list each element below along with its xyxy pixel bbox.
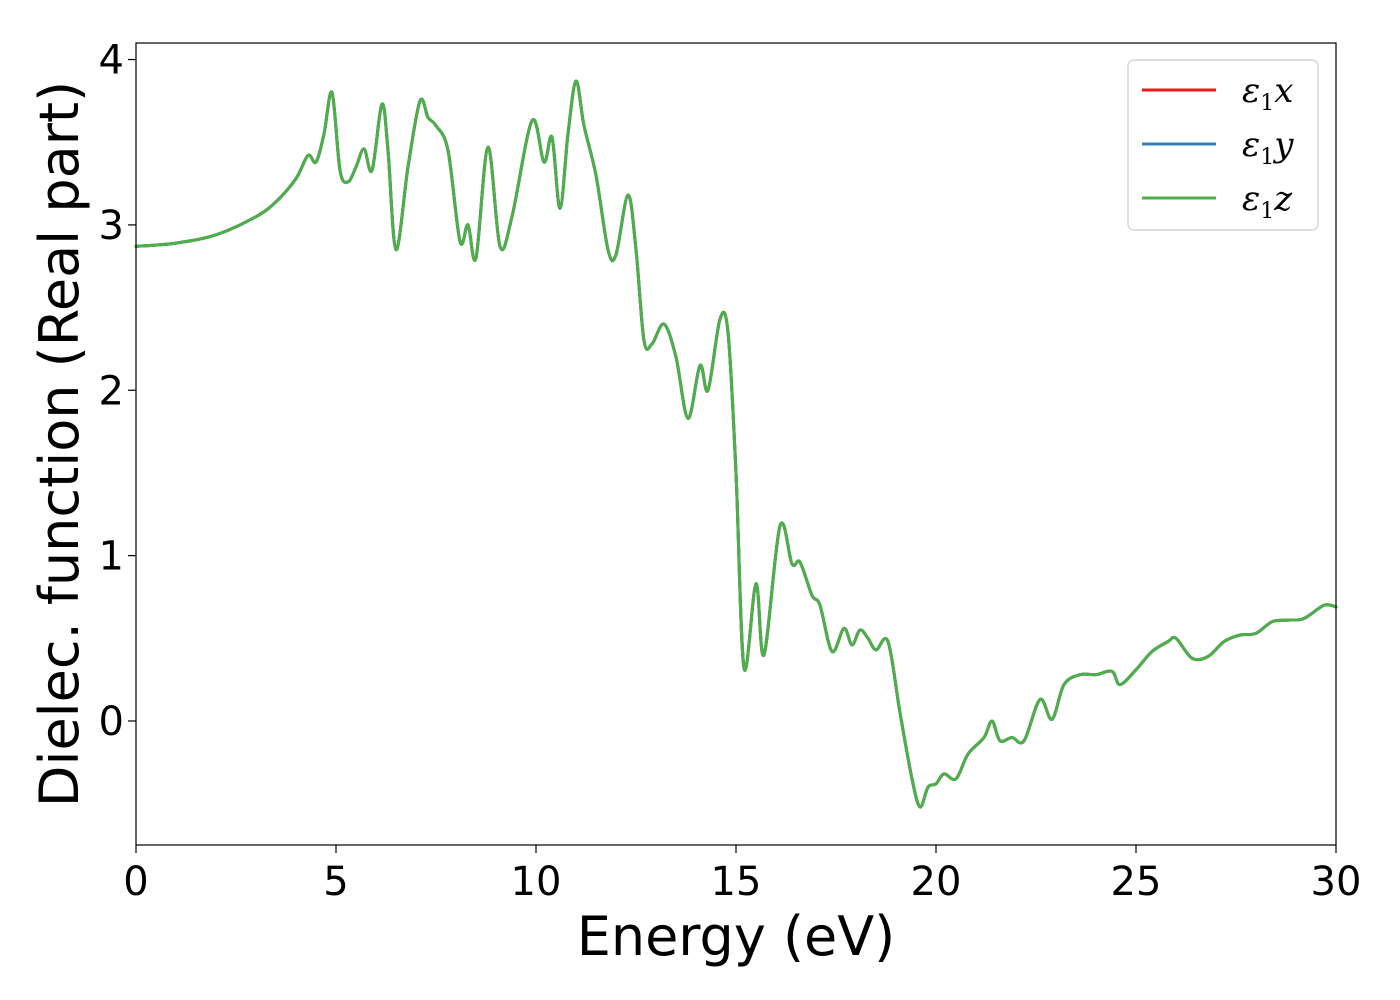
x-axis-label: Energy (eV) (577, 905, 896, 968)
legend: ε1x ε1y ε1z (1127, 59, 1319, 231)
x-tick-label: 25 (1111, 859, 1162, 905)
y-tick-label: 1 (99, 534, 124, 580)
y-ticks: 0 1 2 3 4 (99, 38, 136, 745)
y-tick-label: 2 (99, 368, 124, 414)
series-line-z (134, 79, 1338, 809)
y-tick-label: 0 (99, 699, 124, 745)
y-tick-label: 4 (99, 38, 124, 84)
x-ticks: 0 5 10 15 20 25 30 (123, 845, 1361, 905)
legend-label-z: ε1z (1242, 179, 1293, 224)
y-tick-label: 3 (99, 203, 124, 249)
x-tick-label: 0 (123, 859, 148, 905)
series-layer (134, 79, 1338, 809)
x-tick-label: 20 (911, 859, 962, 905)
x-tick-label: 15 (711, 859, 762, 905)
x-tick-label: 10 (511, 859, 562, 905)
x-tick-label: 30 (1311, 859, 1362, 905)
legend-box (1127, 59, 1319, 231)
legend-label-y: ε1y (1242, 125, 1294, 170)
legend-label-x: ε1x (1242, 71, 1293, 116)
x-tick-label: 5 (323, 859, 348, 905)
y-axis-label: Dielec. function (Real part) (28, 81, 91, 807)
